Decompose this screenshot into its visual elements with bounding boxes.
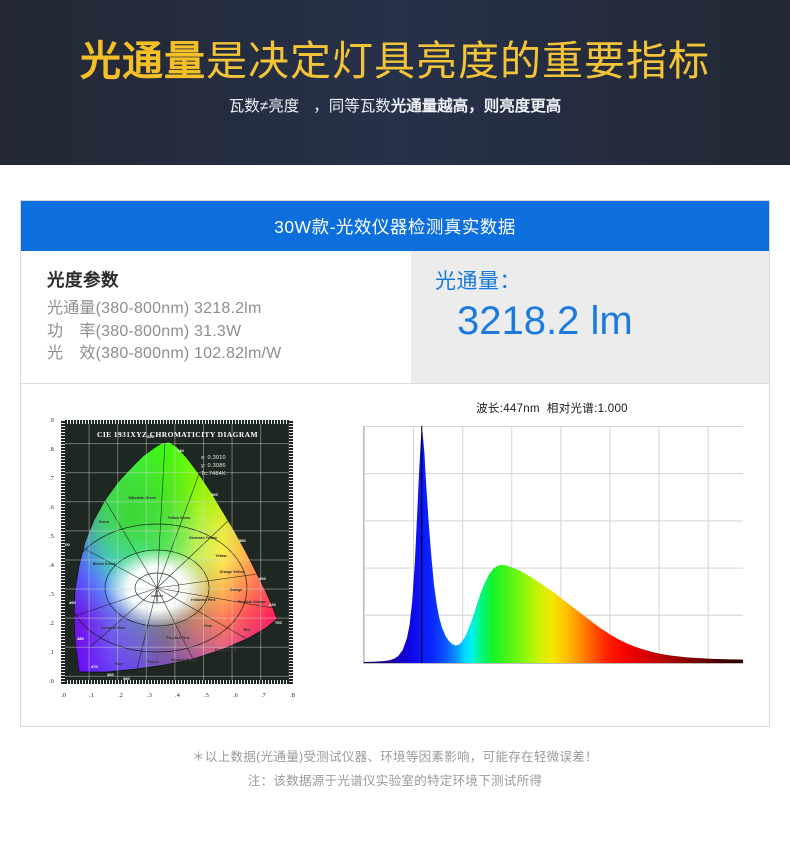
cie-diagram-panel: CIE 1931XYZ CHROMATICITY DIAGRAM x: 0.30…	[21, 394, 321, 725]
page-title-highlight: 光通量	[80, 38, 206, 84]
cie-region-purple: Purple	[147, 660, 159, 664]
spectrum-annotation: 波长:447nm 相对光谱:1.000	[325, 400, 755, 416]
cie-x-tick-7: .7	[261, 692, 266, 699]
spectrum-wavelength-label: 波长:	[476, 403, 504, 415]
spectrum-curve-graphic	[364, 426, 743, 663]
spectrum-relative-value: 1.000	[597, 403, 628, 415]
card-title-text: 30W款-光效仪器检测真实数据	[274, 216, 516, 237]
cie-region-greenish-blue: Greenish Blue	[100, 626, 126, 630]
cie-region-blue: Blue	[115, 662, 123, 666]
cie-diagram-title: CIE 1931XYZ CHROMATICITY DIAGRAM	[97, 430, 258, 439]
page-title: 光通量是决定灯具亮度的重要指标	[0, 37, 790, 85]
page-subtitle: 瓦数≠亮度 ，同等瓦数光通量越高，则亮度更高	[0, 96, 790, 118]
luminous-flux-value: 3218.2 lm	[457, 299, 633, 343]
cie-x-tick-0: .0	[61, 692, 66, 699]
cie-y-tick-4: .4	[49, 562, 54, 569]
page-subtitle-light: 瓦数≠亮度	[228, 98, 300, 115]
parameter-row-efficacy: 光 效(380-800nm) 102.82lm/W	[47, 345, 282, 362]
cie-region-greenish-yellow: Greenish Yellow	[189, 536, 217, 540]
cie-wavelength-mark-490: 490	[69, 600, 76, 605]
cie-region-orange-yellow: Orange Yellow	[219, 570, 245, 574]
cie-region-red: Red	[243, 628, 251, 632]
charts-band: CIE 1931XYZ CHROMATICITY DIAGRAM x: 0.30…	[21, 384, 769, 725]
cie-y-tick-2: .2	[49, 620, 54, 627]
cie-readout-y: y: 0.3086	[201, 463, 226, 470]
report-card: 30W款-光效仪器检测真实数据 光度参数 光通量(380-800nm) 3218…	[20, 200, 770, 727]
parameters-heading: 光度参数	[47, 270, 119, 290]
cie-ruler-bottom	[61, 680, 293, 684]
cie-region-purplish-red: Purplish Red	[214, 648, 238, 652]
spectrum-chart: 0.0 0.2 0.4 0.6 0.8 1.0 380 430 480 530 …	[325, 422, 755, 692]
footnotes: ＊以上数据(光通量)受测试仪器、环境等因素影响，可能存在轻微误差！ 注：该数据源…	[0, 745, 790, 793]
cie-wavelength-mark-480: 480	[77, 636, 84, 641]
cie-region-reddish-orange: Reddish Orange	[238, 600, 266, 604]
footnote-disclaimer: ＊以上数据(光通量)受测试仪器、环境等因素影响，可能存在轻微误差！	[192, 750, 598, 764]
cie-region-yellow: Yellow	[215, 554, 227, 558]
cie-wavelength-mark-460: 460	[107, 672, 114, 677]
cie-region-reddish-purple: Reddish Purple	[171, 658, 198, 662]
cie-y-tick-6: .6	[49, 504, 54, 511]
cie-y-tick-7: .7	[49, 475, 54, 482]
cie-wavelength-mark-580: 580	[239, 538, 246, 543]
cie-gamut-graphic	[73, 441, 278, 673]
cie-x-tick-3: .3	[147, 692, 152, 699]
cie-ruler-top	[61, 420, 293, 424]
cie-y-tick-5: .5	[49, 533, 54, 540]
cie-x-tick-4: .4	[175, 692, 180, 699]
spectrum-plot-area	[363, 426, 743, 664]
cie-y-tick-9: .9	[49, 417, 54, 424]
cie-ruler-left	[61, 420, 65, 684]
cie-region-orange: Orange	[229, 588, 243, 592]
page-title-rest: 是决定灯具亮度的重要指标	[206, 38, 710, 84]
cie-region-green: Green	[98, 520, 110, 524]
spectrum-relative-label: 相对光谱:	[546, 403, 598, 415]
cie-region-yellowish-green: Yellowish Green	[128, 496, 156, 500]
cie-readout: x: 0.3010 y: 0.3086 Tc:7484K	[201, 454, 226, 479]
page-subtitle-strong: 光通量越高，则亮度更高	[390, 98, 562, 115]
cie-y-tick-0: .0	[49, 678, 54, 685]
cie-y-tick-3: .3	[49, 591, 54, 598]
cie-y-tick-1: .1	[49, 649, 54, 656]
cie-y-tick-8: .8	[49, 446, 54, 453]
cie-ruler-right	[289, 420, 293, 684]
cie-readout-tc: Tc:7484K	[201, 471, 226, 478]
cie-wavelength-mark-560: 560	[211, 492, 218, 497]
cie-diagram: CIE 1931XYZ CHROMATICITY DIAGRAM x: 0.30…	[39, 408, 303, 714]
luminous-flux-highlight: 光通量： 3218.2 lm	[411, 251, 769, 383]
cie-wavelength-mark-500: 500	[63, 542, 70, 547]
cie-wavelength-mark-520: 520	[147, 434, 154, 439]
cie-wavelength-mark-600: 600	[259, 576, 266, 581]
luminous-flux-label: 光通量：	[435, 270, 521, 293]
cie-measured-point	[151, 590, 163, 602]
photometric-parameters: 光度参数 光通量(380-800nm) 3218.2lm 功 率(380-800…	[21, 251, 411, 383]
cie-x-tick-2: .2	[118, 692, 123, 699]
parameter-row-luminous-flux: 光通量(380-800nm) 3218.2lm	[47, 300, 262, 317]
cie-wavelength-mark-470: 470	[91, 664, 98, 669]
cie-wavelength-mark-540: 540	[177, 448, 184, 453]
cie-wavelength-mark-700: 700	[275, 620, 282, 625]
cie-x-tick-6: .6	[233, 692, 238, 699]
cie-readout-x: x: 0.3010	[201, 455, 226, 461]
parameter-row-power: 功 率(380-800nm) 31.3W	[47, 322, 242, 340]
cie-region-yellow-green: Yellow Green	[167, 516, 191, 520]
cie-x-tick-1: .1	[89, 692, 94, 699]
cie-region-bluish-green: Bluish Green	[92, 562, 116, 566]
cie-wavelength-mark-380: 380	[123, 676, 130, 681]
cie-region-yellowish-pink: Yellowish Pink	[190, 598, 216, 602]
measurement-band: 光度参数 光通量(380-800nm) 3218.2lm 功 率(380-800…	[21, 251, 769, 384]
cie-x-tick-5: .5	[204, 692, 209, 699]
spectrum-panel: 波长:447nm 相对光谱:1.000	[321, 394, 769, 725]
cie-region-pink: Pink	[204, 624, 212, 628]
card-title-bar: 30W款-光效仪器检测真实数据	[21, 201, 769, 251]
page-header: 光通量是决定灯具亮度的重要指标 瓦数≠亮度 ，同等瓦数光通量越高，则亮度更高	[0, 0, 790, 165]
page-subtitle-mid: ，同等瓦数	[313, 98, 391, 115]
cie-gridlines	[61, 420, 293, 684]
footnote-source: 注：该数据源于光谱仪实验室的特定环境下测试所得	[247, 774, 543, 788]
cie-x-tick-8: .8	[290, 692, 295, 699]
cie-region-purplish-pink: Purplish Pink	[166, 636, 190, 640]
cie-plot-area: CIE 1931XYZ CHROMATICITY DIAGRAM x: 0.30…	[61, 420, 293, 684]
cie-wavelength-mark-620: 620	[269, 602, 276, 607]
spectrum-wavelength-value: 447nm	[503, 403, 540, 415]
